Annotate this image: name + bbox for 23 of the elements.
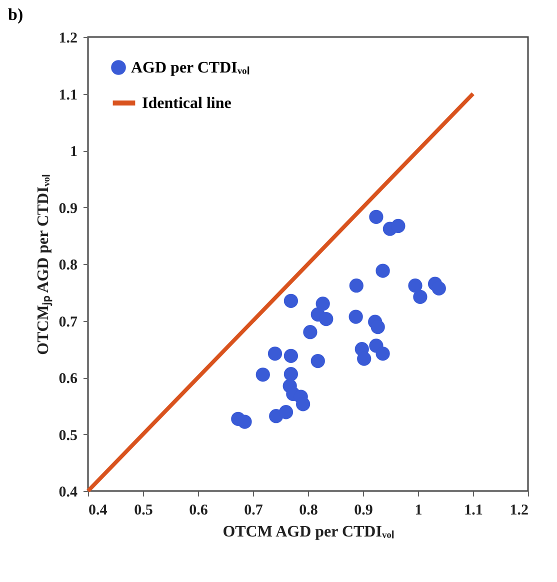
x-tick-label: 1.2 — [510, 502, 528, 518]
x-axis-title: OTCM AGD per CTDIᵥₒₗ — [222, 524, 394, 540]
y-tick-label: 0.4 — [58, 484, 78, 500]
legend-label: Identical line — [142, 95, 232, 112]
x-tick-label: 0.9 — [354, 502, 373, 518]
y-tick-label: 0.7 — [58, 314, 78, 330]
x-tick-label: 1.1 — [464, 502, 483, 518]
x-tick-label: 0.7 — [244, 502, 264, 518]
y-tick-label: 1 — [70, 144, 78, 160]
x-tick-label: 0.6 — [189, 502, 208, 518]
x-tick-label: 0.5 — [134, 502, 153, 518]
y-tick-label: 0.9 — [58, 200, 78, 217]
y-tick-label: 0.5 — [58, 428, 78, 444]
chart-title: b) — [8, 5, 24, 24]
y-tick-label: 1.2 — [58, 30, 78, 46]
y-axis-title: OTCMⱼₚ AGD per CTDIᵥₒₗ — [34, 174, 53, 355]
y-tick-label: 1.1 — [58, 87, 78, 104]
x-tick-label: 1 — [414, 502, 422, 518]
y-tick-label: 0.6 — [58, 371, 78, 387]
x-tick-label: 0.4 — [88, 502, 108, 518]
y-tick-label: 0.8 — [58, 258, 78, 274]
x-tick-label: 0.8 — [299, 502, 318, 518]
legend-label: AGD per CTDIᵥₒₗ — [131, 60, 250, 76]
